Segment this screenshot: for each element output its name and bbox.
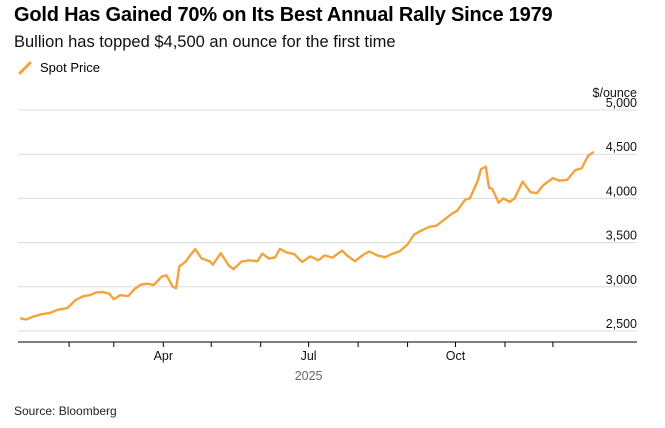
y-tick-label: 3,000 <box>606 273 637 287</box>
legend-label: Spot Price <box>40 60 100 75</box>
x-tick-label: Apr <box>154 349 173 363</box>
legend: Spot Price <box>18 60 100 75</box>
legend-swatch-icon <box>18 61 32 74</box>
y-tick-label: 2,500 <box>606 317 637 331</box>
y-tick-label: 4,000 <box>606 184 637 198</box>
x-year-label: 2025 <box>295 369 323 383</box>
series-line-spot-price <box>20 151 594 321</box>
source-note: Source: Bloomberg <box>14 404 117 418</box>
y-tick-label: 3,500 <box>606 229 637 243</box>
y-tick-label: 5,000 <box>606 96 637 110</box>
chart-title: Gold Has Gained 70% on Its Best Annual R… <box>14 4 553 26</box>
y-tick-label: 4,500 <box>606 140 637 154</box>
x-tick-label: Jul <box>301 349 317 363</box>
y-axis-unit-label: $/ounce <box>593 86 638 100</box>
x-tick-label: Oct <box>446 349 466 363</box>
chart-subtitle: Bullion has topped $4,500 an ounce for t… <box>14 33 396 51</box>
